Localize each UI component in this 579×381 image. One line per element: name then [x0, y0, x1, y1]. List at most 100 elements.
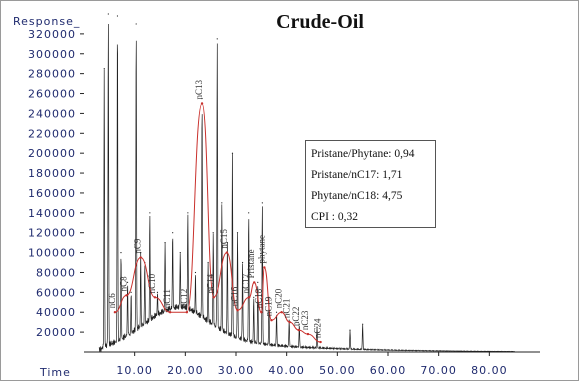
geochemical-ratios-box: Pristane/Phytane: 0,94 Pristane/nC17: 1,… — [305, 140, 436, 228]
y-tick-label: 260000 — [28, 88, 76, 101]
chart-title: Crude-Oil — [276, 11, 364, 33]
signal-peak — [135, 23, 137, 25]
axes: 20000 40000 60000 80000 100000 120000 140000 16… — [28, 28, 540, 377]
x-tick-label: 70.00 — [420, 364, 457, 377]
x-tick-label: 30.00 — [218, 364, 255, 377]
y-tick-label: 120000 — [28, 227, 76, 240]
y-tick-label: 300000 — [28, 48, 76, 61]
x-tick-label: 50.00 — [319, 364, 356, 377]
y-tick-label: 140000 — [28, 207, 76, 220]
signal-peak — [257, 281, 259, 284]
envelope-point — [253, 281, 256, 284]
y-tick-label: 160000 — [28, 187, 76, 200]
signal-peak — [120, 251, 122, 254]
y-axis-label: Response_ — [13, 15, 80, 28]
signal-peak — [248, 212, 250, 214]
x-tick-label: 10.00 — [116, 364, 153, 377]
y-tick-label: 280000 — [28, 68, 76, 81]
y-tick-label: 240000 — [28, 107, 76, 120]
signal-peak — [212, 232, 214, 234]
envelope-point — [185, 311, 189, 314]
signal-peak — [116, 15, 119, 17]
x-axis-label: Time — [39, 366, 71, 379]
envelope-point — [247, 296, 251, 299]
signal-peak — [140, 251, 142, 254]
envelope-point — [200, 102, 204, 105]
signal-peak — [156, 291, 159, 293]
signal-peak — [316, 326, 318, 328]
envelope-point — [288, 320, 291, 324]
signal-peak — [179, 251, 181, 254]
signal-peak — [236, 232, 239, 234]
phytane-nc18-ratio: Phytane/nC18: 4,75 — [311, 190, 403, 202]
signal-peak — [187, 212, 189, 214]
signal-peak — [201, 97, 203, 100]
envelope-point — [260, 311, 263, 314]
peak-label: nC8 — [119, 276, 129, 292]
envelope-point — [319, 340, 322, 344]
peak-label: nC20 — [274, 288, 284, 308]
envelope-point — [139, 256, 142, 259]
y-tick-label: 80000 — [36, 266, 76, 279]
peak-label: nC9 — [133, 238, 143, 254]
signal-peak — [362, 323, 364, 325]
signal-peak — [288, 319, 290, 321]
signal-peak — [207, 261, 209, 264]
envelope-point — [125, 294, 128, 297]
signal-peak — [253, 296, 255, 298]
signal-peak — [107, 13, 109, 15]
peak-label: Pristane — [246, 249, 256, 278]
y-tick-label: 100000 — [28, 247, 76, 260]
cpi-value: CPI : 0,32 — [311, 211, 358, 223]
y-tick-label: 40000 — [36, 306, 76, 319]
envelope-point — [297, 328, 301, 332]
envelope-point — [263, 266, 266, 269]
envelope-point — [168, 311, 172, 314]
peak-label: nC12 — [179, 289, 189, 309]
x-tick-label: 40.00 — [268, 364, 305, 377]
y-tick-label: 200000 — [28, 147, 76, 160]
envelope-point — [225, 251, 229, 254]
peak-label: nC13 — [194, 79, 204, 99]
peak-label: nC24 — [313, 318, 323, 338]
y-tick-label: 60000 — [36, 286, 76, 299]
y-tick-label: 180000 — [28, 167, 76, 180]
signal-peak — [221, 202, 223, 204]
pristane-nc17-ratio: Pristane/nC17: 1,71 — [311, 169, 403, 181]
envelope-line — [114, 102, 321, 343]
envelope-point — [280, 311, 283, 314]
peak-label: nC14 — [206, 273, 216, 293]
peak-label: nC23 — [300, 310, 310, 330]
peak-label: nC18 — [253, 288, 263, 308]
signal-peak — [149, 212, 151, 214]
peak-label: nC16 — [230, 286, 240, 306]
signal-peak — [126, 281, 129, 284]
envelope-point — [306, 332, 310, 336]
peak-label: nC15 — [219, 229, 229, 249]
signal-peak — [194, 271, 197, 274]
signal-peak — [298, 323, 300, 325]
y-tick-label: 320000 — [28, 28, 76, 41]
signal-peak — [172, 232, 174, 234]
y-tick-label: 20000 — [36, 326, 76, 339]
signal-peak — [349, 329, 351, 331]
peak-label: phytane — [256, 235, 266, 264]
envelope-point — [212, 296, 215, 299]
x-tick-label: 80.00 — [471, 364, 508, 377]
y-tick-label: 220000 — [28, 127, 76, 140]
peak-label: nC11 — [162, 289, 172, 308]
peak-label: nC21 — [282, 299, 292, 319]
envelope-point — [236, 309, 239, 312]
signal-peak — [164, 242, 166, 244]
envelope-point — [270, 318, 273, 322]
signal-peak — [261, 202, 263, 204]
n-alkane-envelope — [113, 102, 322, 344]
signal-trace-line — [98, 23, 515, 353]
pristane-phytane-ratio: Pristane/Phytane: 0,94 — [311, 148, 415, 160]
signal-peak — [241, 261, 244, 264]
x-tick-label: 20.00 — [167, 364, 204, 377]
peak-label: nC10 — [147, 273, 157, 293]
